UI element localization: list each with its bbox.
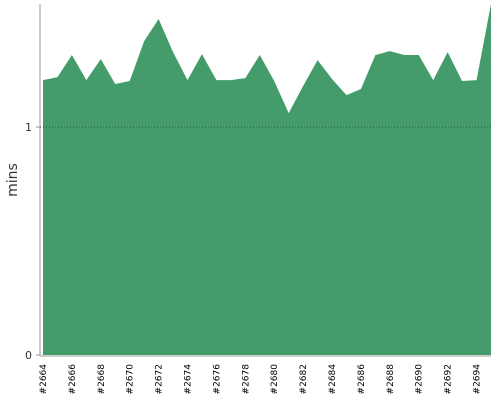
y-tick-label: 1	[25, 121, 32, 134]
x-tick-label: #2668	[97, 364, 107, 395]
x-tick-label: #2666	[68, 364, 78, 395]
area	[43, 4, 491, 355]
x-tick-label: #2682	[299, 364, 309, 394]
x-tick-label: #2678	[241, 364, 251, 395]
y-axis-label: mins	[5, 163, 21, 197]
x-tick-label: #2674	[184, 364, 194, 395]
x-tick-label: #2694	[473, 364, 483, 395]
x-tick-label: #2664	[39, 364, 49, 395]
x-tick-label: #2680	[270, 364, 280, 395]
y-tick-label: 0	[25, 349, 32, 362]
x-tick-label: #2676	[212, 364, 222, 395]
x-tick-label: #2688	[386, 364, 396, 395]
x-tick-label: #2672	[155, 364, 165, 394]
x-tick-label: #2686	[357, 364, 367, 395]
x-tick-label: #2690	[415, 364, 425, 395]
x-tick-label: #2684	[328, 364, 338, 395]
x-tick-label: #2670	[126, 364, 136, 395]
x-tick-label: #2692	[444, 364, 454, 394]
